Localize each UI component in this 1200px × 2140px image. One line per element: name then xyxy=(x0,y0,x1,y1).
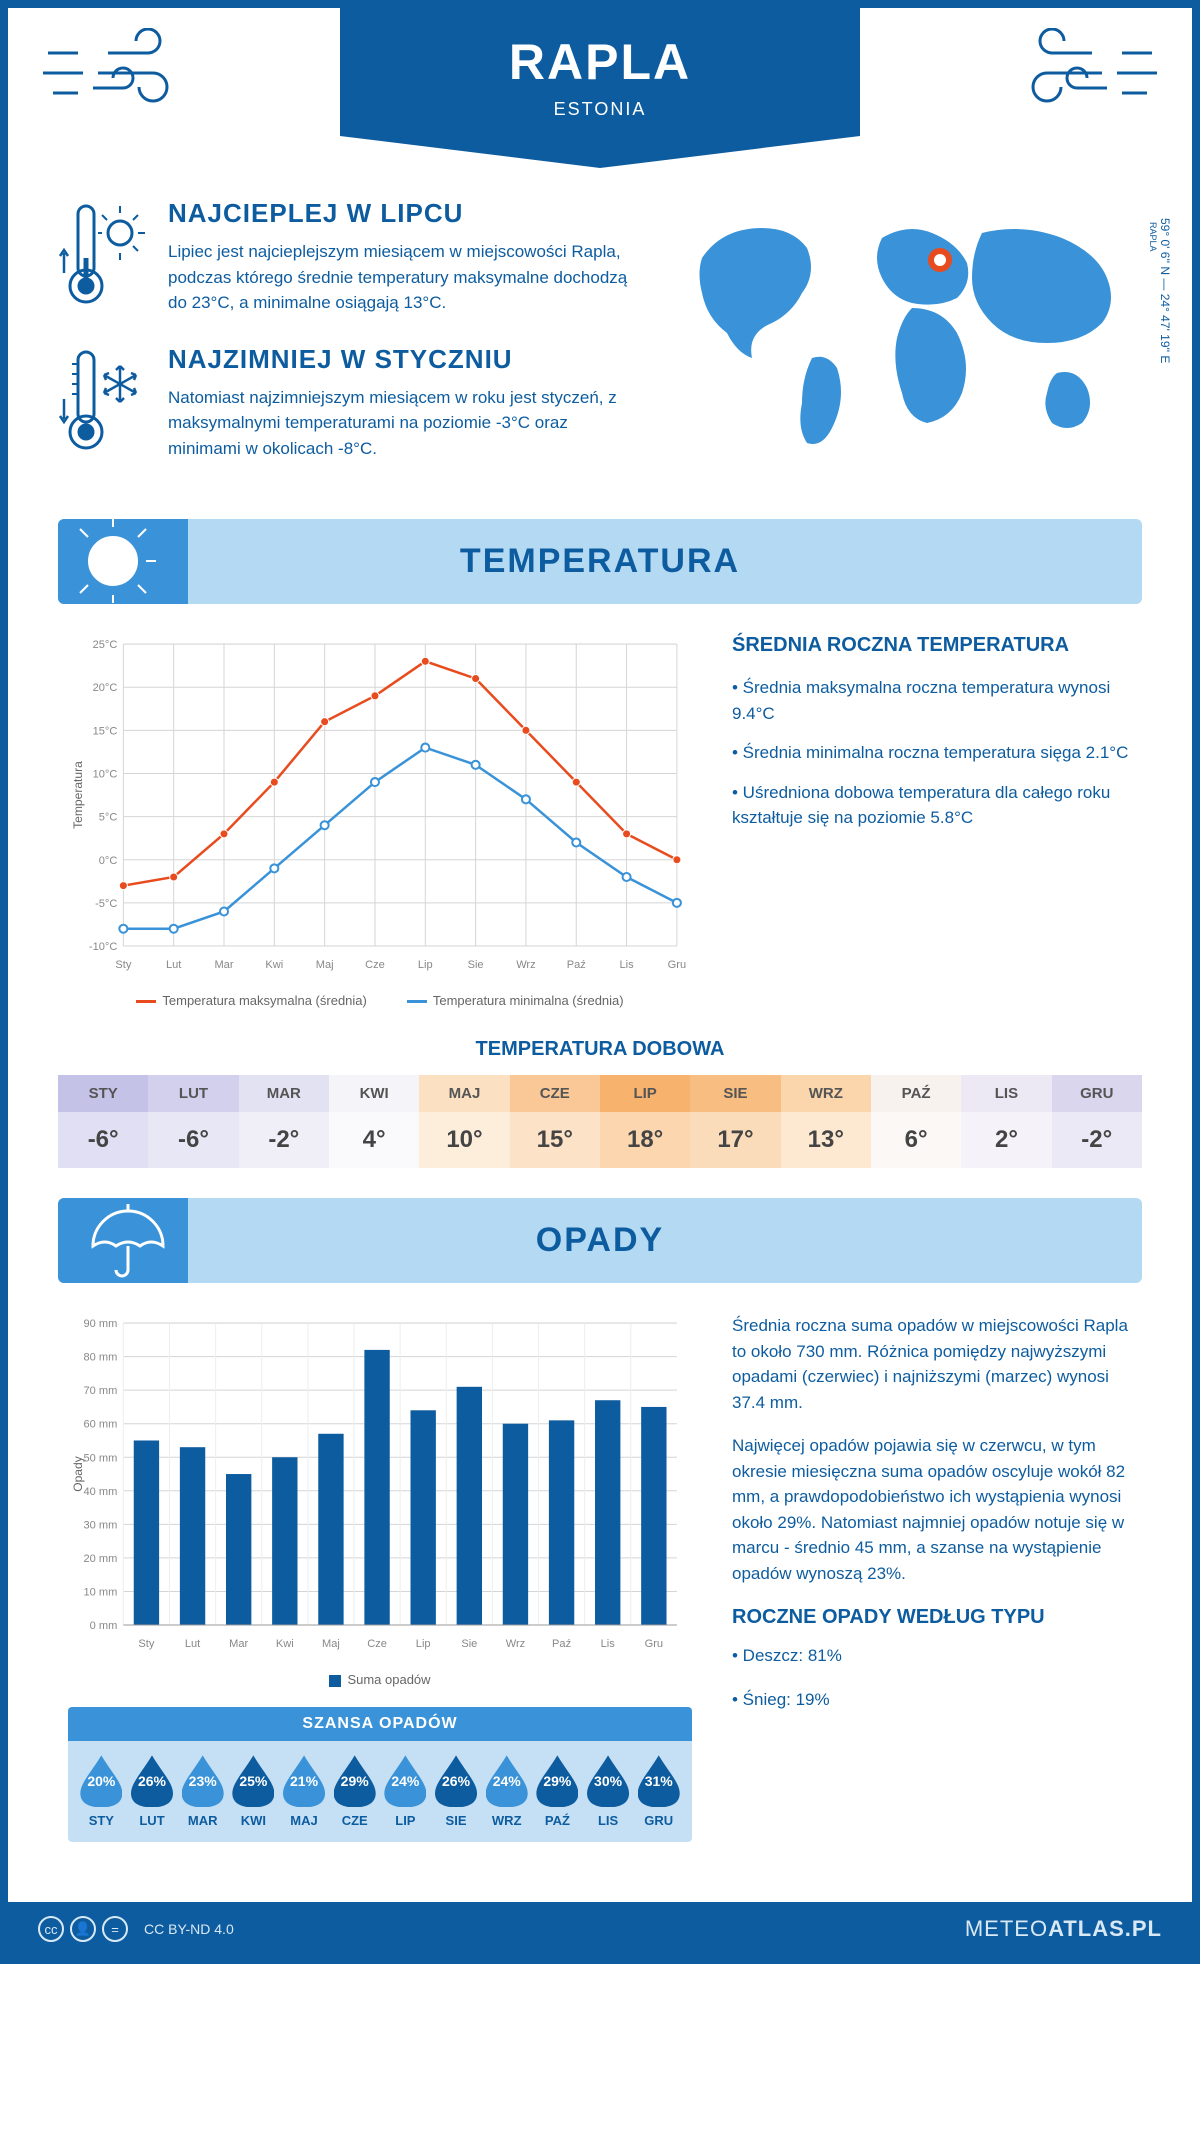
section-temperature: TEMPERATURA xyxy=(58,519,1142,604)
country-name: ESTONIA xyxy=(340,99,860,120)
svg-text:5°C: 5°C xyxy=(99,812,118,824)
svg-text:Kwi: Kwi xyxy=(265,959,283,971)
precip-type-heading: ROCZNE OPADY WEDŁUG TYPU xyxy=(732,1606,1132,1629)
svg-text:Lip: Lip xyxy=(418,959,433,971)
svg-text:90 mm: 90 mm xyxy=(84,1318,118,1330)
svg-text:10°C: 10°C xyxy=(93,768,118,780)
svg-text:Paź: Paź xyxy=(552,1638,571,1650)
cc-icon: cc xyxy=(38,1916,64,1942)
svg-text:Kwi: Kwi xyxy=(276,1638,294,1650)
svg-text:Gru: Gru xyxy=(645,1638,663,1650)
umbrella-icon xyxy=(58,1198,188,1283)
city-name: RAPLA xyxy=(340,33,860,91)
temperature-chart: -10°C -5°C 0°C 5°C 10°C 15°C 20°C 25°C Sty Lut Mar… xyxy=(68,634,692,1008)
legend-max: Temperatura maksymalna (średnia) xyxy=(162,993,366,1008)
wind-icon xyxy=(38,28,178,123)
fact-hot: NAJCIEPLEJ W LIPCU Lipiec jest najcieple… xyxy=(58,198,632,316)
precip-summary: Średnia roczna suma opadów w miejscowośc… xyxy=(732,1313,1132,1842)
temp-summary-heading: ŚREDNIA ROCZNA TEMPERATURA xyxy=(732,634,1132,657)
daily-temp-table: STY-6°LUT-6°MAR-2°KWI4°MAJ10°CZE15°LIP18… xyxy=(58,1075,1142,1168)
temp-bullet: • Uśredniona dobowa temperatura dla całe… xyxy=(732,780,1132,831)
chance-heading: SZANSA OPADÓW xyxy=(68,1707,692,1741)
svg-text:15°C: 15°C xyxy=(93,725,118,737)
legend-precip: Suma opadów xyxy=(347,1672,430,1687)
svg-text:Temperatura: Temperatura xyxy=(71,761,85,829)
title-banner: RAPLA ESTONIA xyxy=(340,8,860,168)
svg-text:10 mm: 10 mm xyxy=(84,1587,118,1599)
svg-text:Lis: Lis xyxy=(601,1638,616,1650)
temp-bullet: • Średnia maksymalna roczna temperatura … xyxy=(732,675,1132,726)
svg-text:50 mm: 50 mm xyxy=(84,1452,118,1464)
fact-hot-title: NAJCIEPLEJ W LIPCU xyxy=(168,198,632,229)
precip-para: Średnia roczna suma opadów w miejscowośc… xyxy=(732,1313,1132,1415)
svg-text:Lip: Lip xyxy=(416,1638,431,1650)
intro-row: NAJCIEPLEJ W LIPCU Lipiec jest najcieple… xyxy=(58,198,1142,489)
svg-text:Lut: Lut xyxy=(166,959,181,971)
svg-text:0°C: 0°C xyxy=(99,855,118,867)
license-text: CC BY-ND 4.0 xyxy=(144,1921,234,1937)
footer: cc 👤 = CC BY-ND 4.0 METEOATLAS.PL xyxy=(8,1902,1192,1956)
svg-text:Lut: Lut xyxy=(185,1638,200,1650)
precip-type-bullet: • Śnieg: 19% xyxy=(732,1687,1132,1713)
svg-text:80 mm: 80 mm xyxy=(84,1352,118,1364)
svg-text:Maj: Maj xyxy=(322,1638,340,1650)
header: RAPLA ESTONIA xyxy=(8,8,1192,168)
svg-text:40 mm: 40 mm xyxy=(84,1486,118,1498)
svg-text:Wrz: Wrz xyxy=(516,959,535,971)
section-precip-title: OPADY xyxy=(536,1221,664,1260)
legend-min: Temperatura minimalna (średnia) xyxy=(433,993,624,1008)
svg-text:Lis: Lis xyxy=(619,959,634,971)
svg-text:Wrz: Wrz xyxy=(506,1638,525,1650)
svg-text:Sie: Sie xyxy=(468,959,484,971)
svg-text:Cze: Cze xyxy=(367,1638,387,1650)
precip-chance: SZANSA OPADÓW 20%STY26%LUT23%MAR25%KWI21… xyxy=(68,1707,692,1842)
coordinates: 59° 0' 6'' N — 24° 47' 19'' E RAPLA xyxy=(1148,218,1172,363)
fact-cold: NAJZIMNIEJ W STYCZNIU Natomiast najzimni… xyxy=(58,344,632,462)
site-brand: METEOATLAS.PL xyxy=(965,1916,1162,1942)
svg-text:Sty: Sty xyxy=(138,1638,154,1650)
svg-text:Maj: Maj xyxy=(316,959,334,971)
svg-text:-5°C: -5°C xyxy=(95,898,117,910)
world-map xyxy=(672,198,1142,463)
by-icon: 👤 xyxy=(70,1916,96,1942)
svg-text:20°C: 20°C xyxy=(93,682,118,694)
svg-text:-10°C: -10°C xyxy=(89,941,117,953)
svg-text:Sty: Sty xyxy=(115,959,131,971)
svg-text:0 mm: 0 mm xyxy=(90,1620,118,1632)
svg-text:20 mm: 20 mm xyxy=(84,1553,118,1565)
svg-text:Mar: Mar xyxy=(214,959,233,971)
svg-text:30 mm: 30 mm xyxy=(84,1520,118,1532)
precip-type-bullet: • Deszcz: 81% xyxy=(732,1643,1132,1669)
svg-text:Sie: Sie xyxy=(461,1638,477,1650)
section-precip: OPADY xyxy=(58,1198,1142,1283)
svg-text:Mar: Mar xyxy=(229,1638,248,1650)
thermometer-snow-icon xyxy=(58,344,148,462)
daily-heading: TEMPERATURA DOBOWA xyxy=(58,1038,1142,1061)
svg-text:Opady: Opady xyxy=(71,1456,85,1492)
license: cc 👤 = CC BY-ND 4.0 xyxy=(38,1916,234,1942)
fact-hot-text: Lipiec jest najcieplejszym miesiącem w m… xyxy=(168,239,632,316)
svg-text:60 mm: 60 mm xyxy=(84,1419,118,1431)
section-temp-title: TEMPERATURA xyxy=(460,542,740,581)
svg-text:Gru: Gru xyxy=(668,959,686,971)
precip-para: Najwięcej opadów pojawia się w czerwcu, … xyxy=(732,1433,1132,1586)
fact-cold-text: Natomiast najzimniejszym miesiącem w rok… xyxy=(168,385,632,462)
temp-bullet: • Średnia minimalna roczna temperatura s… xyxy=(732,740,1132,766)
svg-text:70 mm: 70 mm xyxy=(84,1385,118,1397)
svg-text:Paź: Paź xyxy=(567,959,586,971)
wind-icon xyxy=(1022,28,1162,123)
temp-summary: ŚREDNIA ROCZNA TEMPERATURA • Średnia mak… xyxy=(732,634,1132,1008)
thermometer-sun-icon xyxy=(58,198,148,316)
nd-icon: = xyxy=(102,1916,128,1942)
precip-chart: 0 mm 10 mm 20 mm 30 mm 40 mm 50 mm 60 mm 70 mm 8… xyxy=(68,1313,692,1687)
sun-icon xyxy=(58,519,188,604)
svg-text:25°C: 25°C xyxy=(93,639,118,651)
svg-text:Cze: Cze xyxy=(365,959,385,971)
fact-cold-title: NAJZIMNIEJ W STYCZNIU xyxy=(168,344,632,375)
